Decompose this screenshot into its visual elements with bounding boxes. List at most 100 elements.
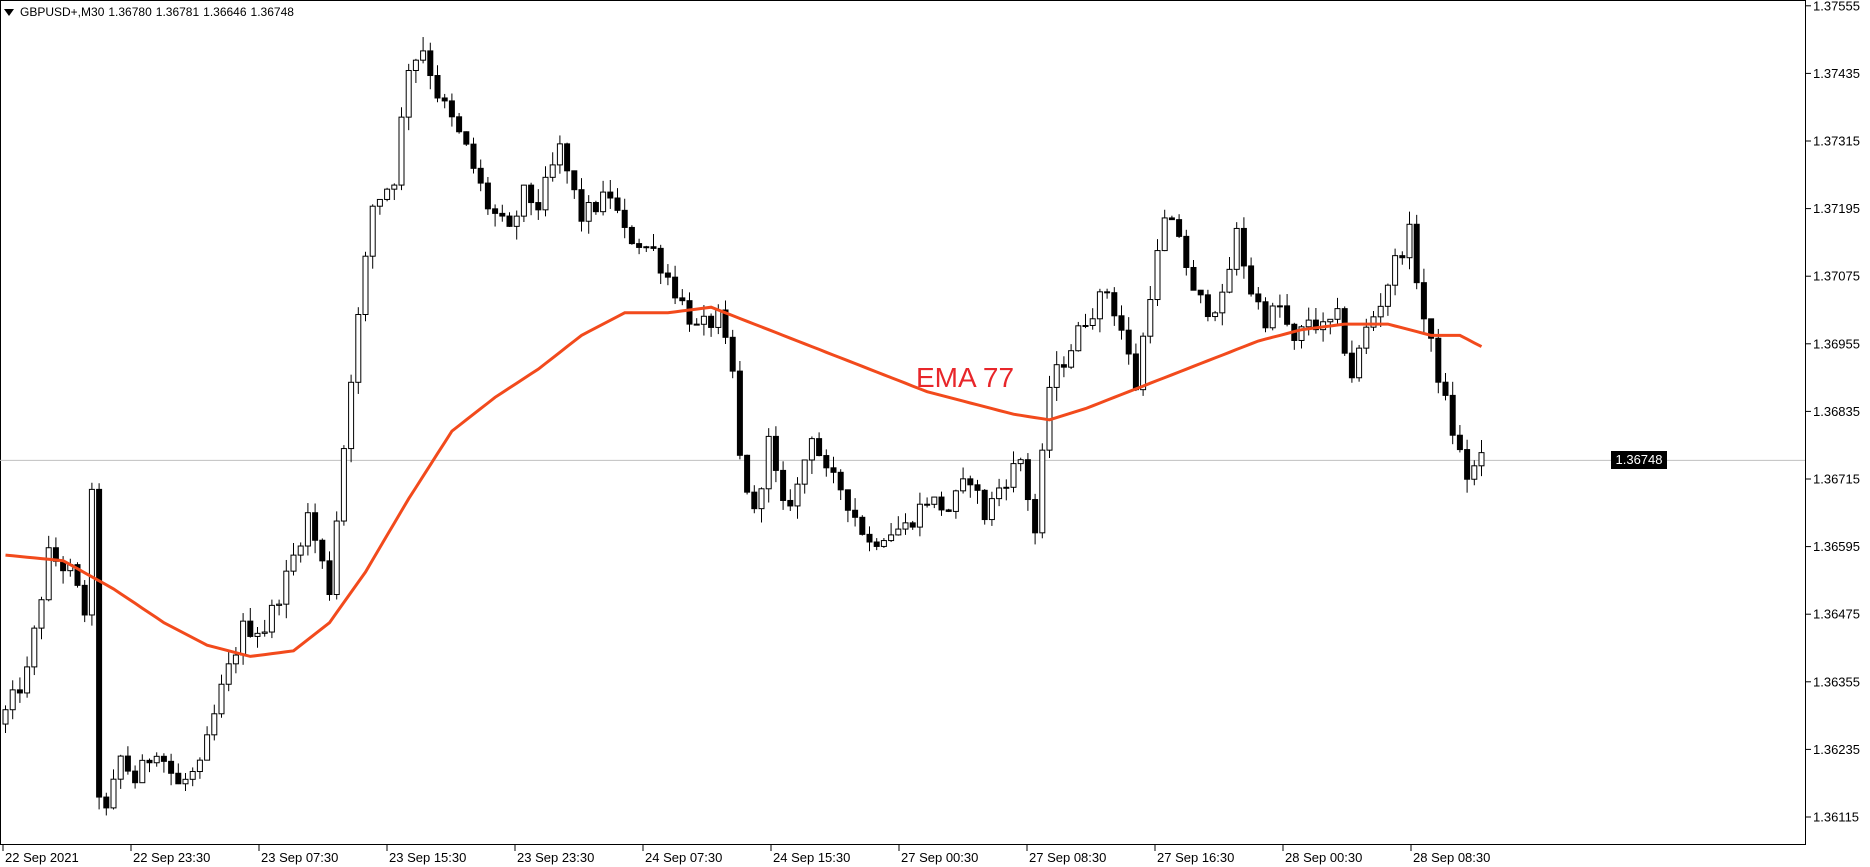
candle-bear <box>722 309 729 338</box>
candle-bull <box>988 498 995 521</box>
candle-bull <box>888 534 895 542</box>
candle-bear <box>981 489 988 521</box>
candle-bear <box>564 143 571 172</box>
candle-bear <box>1197 289 1204 296</box>
candle-bear <box>974 484 981 491</box>
candle-bear <box>103 796 110 809</box>
candle-bull <box>1226 268 1233 293</box>
candle-bull <box>283 570 290 605</box>
candle-bull <box>1212 312 1219 318</box>
candle-bull <box>1363 326 1370 349</box>
candle-bear <box>506 215 513 227</box>
candle-bull <box>1471 465 1478 480</box>
x-tick-label: 28 Sep 08:30 <box>1413 850 1490 865</box>
candle-bull <box>643 246 650 249</box>
candle-bear <box>772 435 779 471</box>
candle-bear <box>628 226 635 245</box>
candle-bull <box>1147 299 1154 337</box>
y-tick-label: 1.36955 <box>1813 336 1860 351</box>
candle-bull <box>1276 305 1283 308</box>
y-tick-label: 1.37195 <box>1813 201 1860 216</box>
y-tick-label: 1.37075 <box>1813 269 1860 284</box>
candle-bull <box>556 143 563 166</box>
candle-bear <box>1348 352 1355 379</box>
candle-bull <box>211 713 218 736</box>
candle-bull <box>204 734 211 761</box>
candle-bull <box>1377 305 1384 318</box>
candle-bear <box>571 170 578 191</box>
candle-bear <box>909 522 916 528</box>
x-tick-label: 28 Sep 00:30 <box>1285 850 1362 865</box>
x-tick-label: 27 Sep 08:30 <box>1029 850 1106 865</box>
y-tick-label: 1.37435 <box>1813 66 1860 81</box>
candle-bull <box>1478 452 1485 467</box>
x-tick-label: 23 Sep 07:30 <box>261 850 338 865</box>
candle-bull <box>88 488 95 616</box>
candle-bull <box>405 69 412 118</box>
candle-bull <box>240 620 247 656</box>
candle-bull <box>290 554 297 572</box>
y-tick-label: 1.36115 <box>1813 810 1859 825</box>
candle-bear <box>780 469 787 501</box>
candle-bull <box>189 771 196 780</box>
candle-bear <box>967 478 974 486</box>
candle-bull <box>600 191 607 213</box>
candle-bear <box>621 209 628 228</box>
candle-bear <box>607 191 614 199</box>
candle-bear <box>1060 364 1067 368</box>
candle-bull <box>412 59 419 71</box>
candle-bear <box>744 454 751 493</box>
candle-bull <box>139 759 146 784</box>
candle-bear <box>1428 318 1435 339</box>
candle-bull <box>340 448 347 522</box>
candle-bull <box>420 50 427 61</box>
candle-bear <box>1111 292 1118 317</box>
open-value: 1.36780 <box>108 5 152 19</box>
y-tick-label: 1.36235 <box>1813 742 1860 757</box>
candle-bull <box>110 778 117 809</box>
candle-bull <box>1233 227 1240 270</box>
candle-bull <box>1003 486 1010 489</box>
ema-line <box>5 305 1483 658</box>
candle-bear <box>492 208 499 214</box>
candle-bear <box>441 97 448 102</box>
candle-bear <box>736 370 743 456</box>
price-axis: 1.37555 1.37435 1.37315 1.37195 1.37075 1.369… <box>1805 0 1860 825</box>
candle-bear <box>484 182 491 210</box>
candle-bear <box>448 100 455 118</box>
candle-bull <box>196 759 203 773</box>
candle-bull <box>1392 255 1399 286</box>
candle-bear <box>463 131 470 145</box>
candles <box>2 37 1485 816</box>
candle-bear <box>160 755 167 762</box>
candle-bear <box>1032 499 1039 534</box>
candle-bull <box>1082 324 1089 327</box>
candle-bear <box>247 620 254 637</box>
candle-bear <box>1255 293 1262 303</box>
candle-bear <box>787 499 794 507</box>
candle-bull <box>794 483 801 507</box>
candle-bear <box>693 323 700 326</box>
candle-bear <box>1024 459 1031 501</box>
candle-bull <box>1075 325 1082 352</box>
candle-bear <box>146 759 153 764</box>
candle-bull <box>218 683 225 715</box>
candle-bull <box>1154 250 1161 301</box>
candle-bull <box>1089 318 1096 326</box>
candle-bear <box>859 516 866 535</box>
x-tick-label: 22 Sep 23:30 <box>133 850 210 865</box>
candle-bull <box>153 755 160 764</box>
candle-bear <box>679 297 686 302</box>
candle-bear <box>636 243 643 248</box>
candle-bear <box>74 564 81 586</box>
candle-bear <box>852 509 859 518</box>
candle-bull <box>1327 318 1334 323</box>
dropdown-triangle-icon[interactable] <box>4 8 14 16</box>
candle-bull <box>225 663 232 685</box>
x-tick-label: 27 Sep 00:30 <box>901 850 978 865</box>
x-tick-label: 27 Sep 16:30 <box>1157 850 1234 865</box>
candle-bear <box>751 491 758 510</box>
candle-bear <box>175 772 182 785</box>
candle-bear <box>434 75 441 99</box>
